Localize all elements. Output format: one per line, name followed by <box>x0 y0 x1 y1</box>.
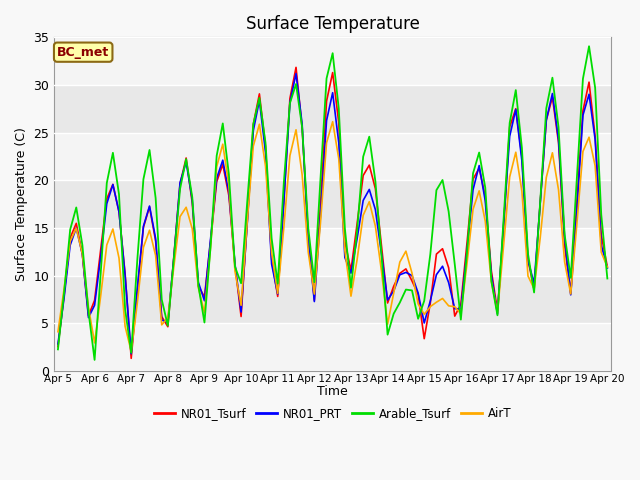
AirT <box>127 348 135 354</box>
Line: Arable_Tsurf: Arable_Tsurf <box>58 46 607 360</box>
AirT <box>329 119 337 125</box>
Arable_Tsurf <box>200 320 208 325</box>
Bar <box>54 323 611 371</box>
AirT <box>384 321 392 327</box>
AirT <box>121 324 129 329</box>
Legend: NR01_Tsurf, NR01_PRT, Arable_Tsurf, AirT: NR01_Tsurf, NR01_PRT, Arable_Tsurf, AirT <box>149 402 516 425</box>
AirT <box>604 264 611 270</box>
NR01_PRT <box>121 273 129 278</box>
X-axis label: Time: Time <box>317 385 348 398</box>
Line: AirT: AirT <box>58 122 607 351</box>
Bar <box>54 37 611 85</box>
NR01_Tsurf <box>597 232 605 238</box>
Arable_Tsurf <box>597 212 605 217</box>
NR01_Tsurf <box>604 264 611 270</box>
NR01_Tsurf <box>531 287 538 292</box>
NR01_PRT <box>127 351 135 357</box>
Line: NR01_PRT: NR01_PRT <box>58 73 607 354</box>
NR01_Tsurf <box>54 344 62 349</box>
NR01_Tsurf <box>188 200 196 206</box>
NR01_PRT <box>292 71 300 76</box>
NR01_PRT <box>384 297 392 303</box>
NR01_PRT <box>200 298 208 304</box>
NR01_Tsurf <box>121 271 129 276</box>
Bar <box>54 132 611 180</box>
Y-axis label: Surface Temperature (C): Surface Temperature (C) <box>15 127 28 281</box>
Arable_Tsurf <box>604 276 611 281</box>
AirT <box>597 250 605 255</box>
NR01_Tsurf <box>292 64 300 70</box>
NR01_PRT <box>531 280 538 286</box>
Arable_Tsurf <box>524 251 532 256</box>
NR01_PRT <box>54 341 62 347</box>
Arable_Tsurf <box>91 357 99 363</box>
Arable_Tsurf <box>127 350 135 356</box>
Arable_Tsurf <box>585 43 593 49</box>
Arable_Tsurf <box>188 194 196 200</box>
NR01_Tsurf <box>384 300 392 306</box>
NR01_PRT <box>604 265 611 271</box>
NR01_Tsurf <box>127 356 135 361</box>
AirT <box>188 226 196 232</box>
Line: NR01_Tsurf: NR01_Tsurf <box>58 67 607 359</box>
NR01_PRT <box>188 197 196 203</box>
AirT <box>54 329 62 335</box>
Bar <box>54 228 611 276</box>
NR01_Tsurf <box>200 294 208 300</box>
Arable_Tsurf <box>54 347 62 352</box>
AirT <box>531 286 538 292</box>
Text: BC_met: BC_met <box>57 46 109 59</box>
AirT <box>200 310 208 316</box>
NR01_PRT <box>597 242 605 248</box>
Arable_Tsurf <box>378 252 385 258</box>
Title: Surface Temperature: Surface Temperature <box>246 15 420 33</box>
